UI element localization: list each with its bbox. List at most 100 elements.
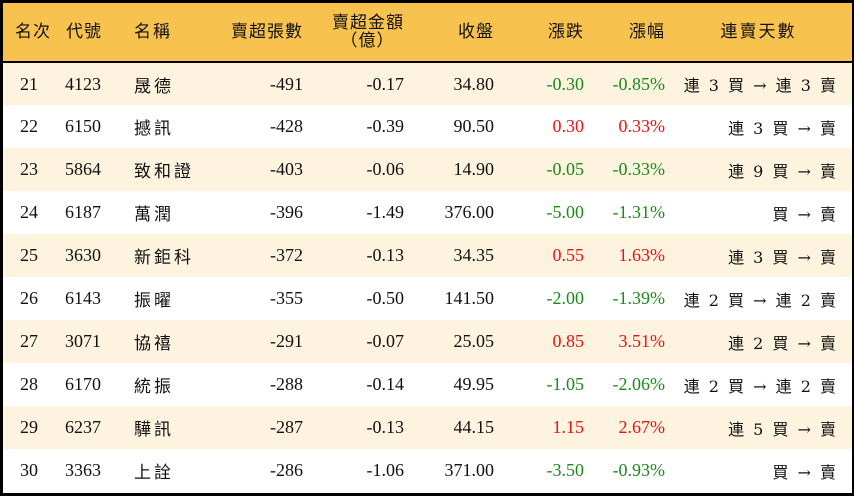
- stock-code-cell: 4123: [65, 73, 101, 94]
- stock-code-cell: 6170: [65, 374, 101, 394]
- close-price-cell: 371.00: [444, 460, 495, 480]
- table-row: 21 4123 晟德 -491 -0.17 34.80 -0.30 -0.85% 連 3 買 →…: [3, 62, 852, 105]
- price-change-cell: 1.15: [552, 417, 585, 437]
- net-sell-volume-cell: -428: [270, 116, 303, 136]
- table-header: 名次 代號 名稱 賣超張數 賣超金額 （億） 收盤 漲跌 漲幅 連賣天數: [3, 3, 852, 62]
- price-change-pct-cell: -1.39%: [612, 288, 666, 308]
- rank-cell: 24: [20, 202, 38, 222]
- net-sell-amount-cell: -0.39: [366, 116, 405, 136]
- header-streak: 連賣天數: [720, 22, 797, 42]
- stock-name-cell: 新鉅科: [134, 248, 194, 268]
- stock-code-cell: 5864: [65, 159, 101, 179]
- rank-cell: 21: [20, 73, 38, 94]
- rank-cell: 26: [20, 288, 38, 308]
- price-change-cell: 0.55: [552, 245, 585, 265]
- streak-cell: 連 3 買 → 連 3 賣: [683, 76, 838, 95]
- net-sell-amount-cell: -0.17: [366, 73, 405, 94]
- price-change-cell: -0.05: [546, 159, 585, 179]
- streak-cell: 連 2 買 → 連 2 賣: [683, 376, 838, 396]
- stock-code-cell: 6237: [65, 417, 101, 437]
- close-price-cell: 376.00: [444, 202, 495, 222]
- table-row: 23 5864 致和證 -403 -0.06 14.90 -0.05 -0.33% 連 9 買 …: [3, 148, 852, 191]
- streak-cell: 買 → 賣: [772, 462, 838, 482]
- rank-cell: 25: [20, 245, 38, 265]
- table-row: 25 3630 新鉅科 -372 -0.13 34.35 0.55 1.63% 連 3 買 → …: [3, 234, 852, 277]
- net-sell-volume-cell: -396: [270, 202, 303, 222]
- rank-cell: 27: [20, 331, 38, 351]
- net-sell-volume-cell: -491: [270, 73, 303, 94]
- close-price-cell: 34.35: [453, 245, 495, 265]
- stock-name-cell: 振曜: [134, 291, 174, 311]
- stock-code-cell: 6187: [65, 202, 101, 222]
- rank-cell: 30: [20, 460, 38, 480]
- net-sell-volume-cell: -403: [270, 159, 303, 179]
- price-change-pct-cell: -1.31%: [612, 202, 666, 222]
- streak-cell: 連 2 買 → 賣: [728, 333, 838, 353]
- header-change-pct: 漲幅: [629, 22, 665, 41]
- price-change-pct-cell: -2.06%: [612, 374, 666, 394]
- close-price-cell: 25.05: [453, 331, 495, 351]
- rank-cell: 28: [20, 374, 38, 394]
- header-row: 名次 代號 名稱 賣超張數 賣超金額 （億） 收盤 漲跌 漲幅 連賣天數: [3, 3, 852, 62]
- stock-name-cell: 驊訊: [134, 420, 174, 440]
- table-row: 28 6170 統振 -288 -0.14 49.95 -1.05 -2.06% 連 2 買 →…: [3, 363, 852, 406]
- header-net-sell-amount-unit: （億）: [340, 31, 395, 50]
- streak-cell: 連 3 買 → 賣: [728, 118, 838, 138]
- header-change: 漲跌: [548, 22, 584, 41]
- price-change-pct-cell: 0.33%: [618, 116, 666, 136]
- header-name: 名稱: [134, 22, 172, 42]
- price-change-pct-cell: -0.85%: [612, 73, 666, 94]
- price-change-cell: -3.50: [546, 460, 585, 480]
- net-sell-volume-cell: -286: [270, 460, 303, 480]
- stock-name-cell: 晟德: [134, 76, 174, 97]
- net-sell-volume-cell: -288: [270, 374, 303, 394]
- price-change-pct-cell: 1.63%: [618, 245, 666, 265]
- stock-code-cell: 6150: [65, 116, 101, 136]
- header-net-sell-amount: 賣超金額 （億）: [303, 3, 404, 62]
- net-sell-ranking-table: 名次 代號 名稱 賣超張數 賣超金額 （億） 收盤 漲跌 漲幅 連賣天數 21 4…: [3, 3, 852, 492]
- stock-code-cell: 6143: [65, 288, 101, 308]
- net-sell-volume-cell: -291: [270, 331, 303, 351]
- stock-code-cell: 3630: [65, 245, 101, 265]
- header-net-sell-amount-line1: 賣超金額: [332, 13, 404, 32]
- table-row: 30 3363 上詮 -286 -1.06 371.00 -3.50 -0.93% 買 → 賣: [3, 449, 852, 492]
- close-price-cell: 141.50: [444, 288, 495, 308]
- net-sell-amount-cell: -0.14: [366, 374, 405, 394]
- price-change-pct-cell: -0.93%: [612, 460, 666, 480]
- price-change-pct-cell: 2.67%: [618, 417, 666, 437]
- stock-name-cell: 撼訊: [134, 119, 174, 139]
- table-row: 26 6143 振曜 -355 -0.50 141.50 -2.00 -1.39% 連 2 買 …: [3, 277, 852, 320]
- close-price-cell: 14.90: [453, 159, 495, 179]
- stock-code-cell: 3363: [65, 460, 101, 480]
- streak-cell: 買 → 賣: [772, 204, 838, 224]
- net-sell-amount-cell: -0.13: [366, 417, 405, 437]
- header-net-sell-volume: 賣超張數: [231, 22, 303, 41]
- price-change-cell: -1.05: [546, 374, 585, 394]
- table-body: 21 4123 晟德 -491 -0.17 34.80 -0.30 -0.85% 連 3 買 →…: [3, 62, 852, 492]
- table-row: 24 6187 萬潤 -396 -1.49 376.00 -5.00 -1.31% 買 → 賣: [3, 191, 852, 234]
- net-sell-amount-cell: -1.49: [366, 202, 405, 222]
- net-sell-volume-cell: -372: [270, 245, 303, 265]
- close-price-cell: 34.80: [453, 73, 495, 94]
- price-change-pct-cell: 3.51%: [618, 331, 666, 351]
- stock-name-cell: 上詮: [134, 463, 174, 483]
- price-change-cell: 0.30: [552, 116, 585, 136]
- stock-name-cell: 萬潤: [134, 205, 174, 225]
- price-change-cell: -5.00: [546, 202, 585, 222]
- stock-code-cell: 3071: [65, 331, 101, 351]
- streak-cell: 連 2 買 → 連 2 賣: [683, 290, 838, 310]
- net-sell-volume-cell: -355: [270, 288, 303, 308]
- header-rank: 名次: [15, 22, 51, 41]
- rank-cell: 29: [20, 417, 38, 437]
- net-sell-amount-cell: -0.13: [366, 245, 405, 265]
- stock-name-cell: 協禧: [134, 334, 174, 354]
- table-row: 27 3071 協禧 -291 -0.07 25.05 0.85 3.51% 連 2 買 → 賣: [3, 320, 852, 363]
- table-row: 29 6237 驊訊 -287 -0.13 44.15 1.15 2.67% 連 5 買 → 賣: [3, 406, 852, 449]
- price-change-cell: -2.00: [546, 288, 585, 308]
- close-price-cell: 49.95: [453, 374, 495, 394]
- table-row: 22 6150 撼訊 -428 -0.39 90.50 0.30 0.33% 連 3 買 → 賣: [3, 105, 852, 148]
- close-price-cell: 90.50: [453, 116, 495, 136]
- streak-cell: 連 5 買 → 賣: [728, 419, 838, 439]
- header-close: 收盤: [458, 22, 494, 41]
